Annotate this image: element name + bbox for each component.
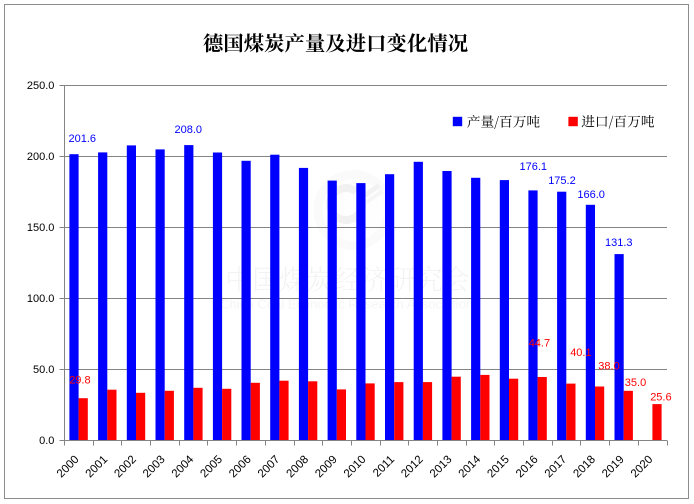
svg-text:250.0: 250.0 xyxy=(27,80,55,92)
svg-text:150.0: 150.0 xyxy=(27,222,55,234)
svg-text:29.8: 29.8 xyxy=(69,375,90,387)
svg-text:China Coal Economic Research A: China Coal Economic Research Association xyxy=(220,297,473,312)
svg-text:35.0: 35.0 xyxy=(625,377,646,389)
svg-text:100.0: 100.0 xyxy=(27,293,55,305)
svg-text:44.7: 44.7 xyxy=(529,338,550,350)
svg-text:200.0: 200.0 xyxy=(27,151,55,163)
svg-text:175.2: 175.2 xyxy=(548,175,576,187)
svg-text:0.0: 0.0 xyxy=(39,435,54,447)
svg-text:208.0: 208.0 xyxy=(175,124,203,136)
svg-text:131.3: 131.3 xyxy=(605,237,633,249)
svg-text:25.6: 25.6 xyxy=(650,392,671,404)
svg-text:201.6: 201.6 xyxy=(69,133,97,145)
svg-text:50.0: 50.0 xyxy=(33,364,54,376)
svg-text:40.1: 40.1 xyxy=(570,347,591,359)
svg-text:176.1: 176.1 xyxy=(520,161,548,173)
svg-text:166.0: 166.0 xyxy=(577,189,605,201)
svg-text:38.0: 38.0 xyxy=(598,361,619,373)
